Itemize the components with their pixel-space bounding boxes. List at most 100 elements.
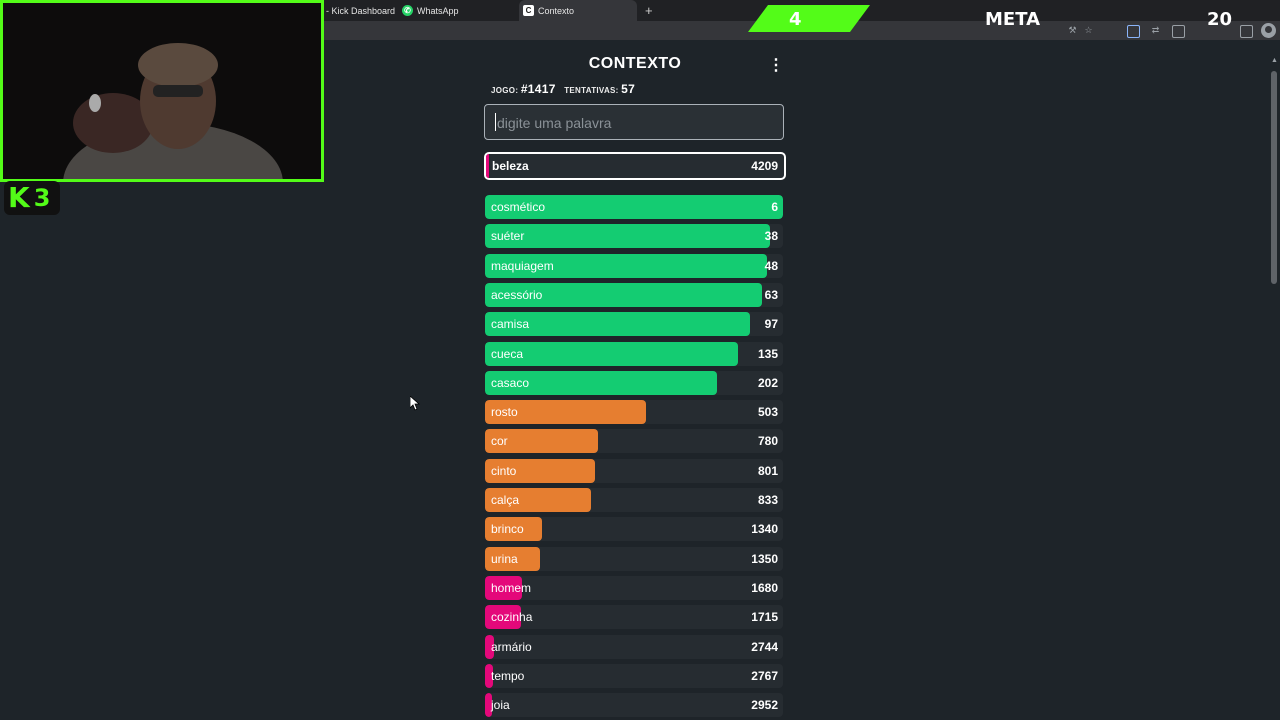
webcam-image [3,3,321,179]
game-label: JOGO: [491,86,519,95]
guess-row: acessório 63 [485,283,783,307]
guess-proximity-bar [485,400,646,424]
guess-word: rosto [491,405,518,419]
guess-proximity-bar [485,283,762,307]
guess-proximity-bar [485,224,770,248]
guess-row: cosmético 6 [485,195,783,219]
page-title: CONTEXTO [588,55,682,72]
goal-target: 20 [1207,9,1233,30]
guess-proximity-bar [485,693,492,717]
guess-rank: 801 [757,464,778,478]
translate-icon[interactable]: ⇄ [1151,25,1160,35]
last-guess-bar [486,154,489,178]
contexto-icon: C [523,5,534,16]
guess-proximity-bar [485,576,522,600]
guess-proximity-bar [485,342,738,366]
guess-proximity-bar [485,254,767,278]
tab-label: - Kick Dashboard [326,5,396,16]
guess-rank: 780 [757,434,778,448]
guess-rank: 48 [764,259,778,273]
guess-word: joia [491,698,510,712]
tab-label: Contexto [538,5,575,16]
guess-input-box[interactable] [484,104,784,140]
guess-word: acessório [491,288,543,302]
guess-word: suéter [491,229,525,243]
guess-rank: 2952 [751,698,778,712]
scrollbar-thumb[interactable] [1271,71,1277,284]
text-cursor [495,113,496,131]
scroll-up-icon[interactable]: ▲ [1271,57,1278,64]
extension-icon[interactable]: ⚒ [1068,25,1077,35]
attempts-label: TENTATIVAS: [564,86,619,95]
guess-row: maquiagem 48 [485,254,783,278]
guess-rank: 1680 [751,581,778,595]
last-guess-rank: 4209 [751,159,778,173]
guess-rank: 6 [771,200,778,214]
guess-row: armário 2744 [485,635,783,659]
new-tab-button[interactable]: + [645,3,653,18]
guess-row: homem 1680 [485,576,783,600]
guess-row: tempo 2767 [485,664,783,688]
guess-rank: 1715 [751,610,778,624]
guess-proximity-bar [485,312,750,336]
guess-row: cozinha 1715 [485,605,783,629]
guess-row: casaco 202 [485,371,783,395]
guess-word: cueca [491,347,524,361]
guess-row: joia 2952 [485,693,783,717]
attempts-count: 57 [621,82,636,96]
goal-current: 4 [789,9,802,30]
game-info: JOGO: #1417 TENTATIVAS: 57 [491,82,641,96]
goal-banner [748,5,870,32]
mouse-cursor-icon [410,396,420,411]
guess-proximity-bar [485,664,493,688]
guess-word: casaco [491,376,530,390]
guess-word: homem [491,581,532,595]
last-guess-word: beleza [492,159,529,173]
guess-rank: 38 [764,229,778,243]
guess-row: cinto 801 [485,459,783,483]
guess-word: cozinha [491,610,533,624]
guess-proximity-bar [485,459,595,483]
guess-word: brinco [491,522,524,536]
guess-row: cor 780 [485,429,783,453]
tab-contexto[interactable]: C Contexto [519,0,637,21]
guess-input[interactable] [495,113,769,133]
guess-word: cor [491,434,508,448]
guess-proximity-bar [485,547,540,571]
guess-rank: 1340 [751,522,778,536]
guess-word: urina [491,552,518,566]
extension-icon-3[interactable] [1172,25,1185,38]
guess-rank: 2744 [751,640,778,654]
guess-word: cosmético [491,200,546,214]
guess-word: calça [491,493,520,507]
guess-rank: 503 [757,405,778,419]
bookmark-icon[interactable]: ☆ [1084,25,1093,35]
tab-whatsapp[interactable]: ✆ WhatsApp [402,0,516,21]
guess-rank: 97 [764,317,778,331]
webcam-overlay [0,0,324,182]
profile-avatar-icon[interactable] [1261,23,1276,38]
last-guess-row: beleza 4209 [484,152,786,180]
extensions-puzzle-icon[interactable] [1240,25,1253,38]
kick-logo: K [8,181,30,214]
guess-rank: 135 [757,347,778,361]
guess-row: urina 1350 [485,547,783,571]
goal-label: META [985,9,1041,30]
guess-word: cinto [491,464,517,478]
guess-word: camisa [491,317,530,331]
kick-count: 3 [33,184,51,212]
guess-row: suéter 38 [485,224,783,248]
extension-icon-2[interactable] [1127,25,1140,38]
guess-proximity-bar [485,429,598,453]
menu-icon[interactable]: ⋮ [768,57,784,74]
guess-rank: 2767 [751,669,778,683]
guess-proximity-bar [485,517,542,541]
tab-label: WhatsApp [417,5,459,16]
tab-kick-dashboard[interactable]: - Kick Dashboard [326,0,398,21]
guess-proximity-bar [485,195,783,219]
guess-proximity-bar [485,488,591,512]
guess-rank: 63 [764,288,778,302]
guess-row: brinco 1340 [485,517,783,541]
kick-badge: K 3 [4,181,60,215]
guess-row: calça 833 [485,488,783,512]
